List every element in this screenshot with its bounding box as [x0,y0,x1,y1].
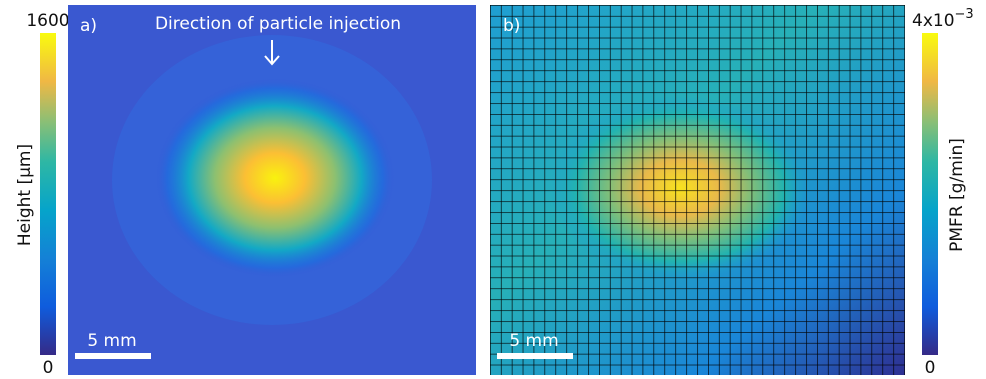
scale-bar [497,353,573,359]
colorbar-min: 0 [925,358,936,378]
deposit-spot [155,78,395,278]
colorbar [922,33,938,355]
colorbar [40,33,56,355]
colorbar-max: 1600 [26,11,69,31]
colorbar-title: PMFR [g/min] [947,138,967,252]
colorbar-max-mantissa: 4x10 [912,11,955,31]
panel-label: b) [503,16,520,36]
colorbar-min: 0 [43,358,54,378]
annotation: Direction of particle injection [155,14,401,34]
scale-bar [75,353,151,359]
colorbar-max: 4x10−3 [912,7,974,31]
panel-label: a) [80,16,97,36]
figure: 1600 0 Height [μm] a) Direction of parti… [0,0,986,379]
grid [490,5,905,375]
scale-bar-label: 5 mm [87,331,136,351]
colorbar-title: Height [μm] [15,144,35,246]
colorbar-max-exponent: −3 [955,7,974,22]
page: 1600 0 Height [μm] a) Direction of parti… [0,0,986,379]
scale-bar-label: 5 mm [509,331,558,351]
